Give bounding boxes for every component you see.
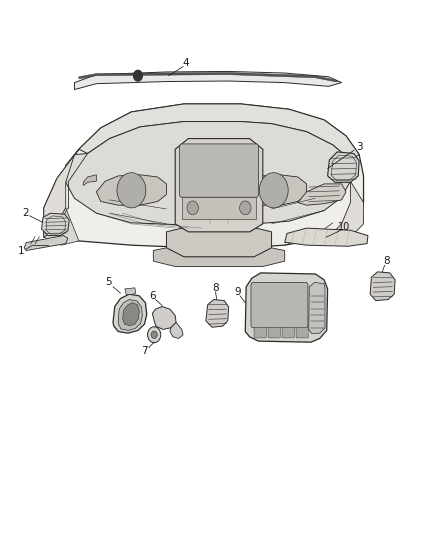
- Polygon shape: [83, 175, 96, 185]
- Circle shape: [259, 173, 288, 208]
- Text: 7: 7: [141, 346, 148, 356]
- Circle shape: [187, 201, 198, 215]
- Text: 8: 8: [383, 256, 390, 266]
- Polygon shape: [42, 213, 69, 236]
- Text: 5: 5: [105, 278, 112, 287]
- Polygon shape: [153, 248, 285, 266]
- Polygon shape: [298, 184, 346, 205]
- Circle shape: [148, 327, 161, 343]
- Polygon shape: [182, 197, 256, 219]
- Text: 8: 8: [212, 283, 219, 293]
- Text: 3: 3: [356, 142, 363, 151]
- Polygon shape: [118, 300, 142, 330]
- Polygon shape: [125, 288, 136, 295]
- Text: 9: 9: [234, 287, 241, 297]
- Polygon shape: [245, 273, 328, 342]
- Text: 2: 2: [22, 208, 29, 218]
- FancyBboxPatch shape: [296, 327, 308, 338]
- Polygon shape: [328, 152, 359, 182]
- Circle shape: [151, 331, 157, 338]
- Polygon shape: [79, 104, 359, 160]
- Polygon shape: [74, 71, 342, 90]
- FancyBboxPatch shape: [251, 282, 308, 328]
- Polygon shape: [370, 272, 395, 301]
- Circle shape: [240, 201, 251, 215]
- Polygon shape: [66, 122, 350, 225]
- Text: 6: 6: [149, 291, 156, 301]
- Polygon shape: [328, 181, 364, 237]
- FancyBboxPatch shape: [254, 327, 266, 338]
- FancyBboxPatch shape: [268, 327, 280, 338]
- Polygon shape: [44, 208, 79, 245]
- FancyBboxPatch shape: [180, 144, 258, 197]
- Polygon shape: [285, 228, 368, 246]
- Polygon shape: [166, 227, 272, 257]
- Polygon shape: [206, 300, 229, 327]
- Polygon shape: [113, 294, 147, 333]
- Circle shape: [117, 173, 146, 208]
- Polygon shape: [152, 306, 176, 329]
- Polygon shape: [96, 175, 166, 205]
- Polygon shape: [175, 139, 263, 232]
- Circle shape: [134, 70, 142, 81]
- Polygon shape: [44, 104, 364, 248]
- Text: 1: 1: [18, 246, 25, 255]
- Polygon shape: [123, 303, 139, 326]
- Polygon shape: [241, 175, 307, 205]
- Polygon shape: [24, 236, 68, 251]
- Polygon shape: [309, 282, 325, 334]
- FancyBboxPatch shape: [282, 327, 294, 338]
- Polygon shape: [44, 149, 79, 237]
- Text: 4: 4: [183, 58, 190, 68]
- Polygon shape: [79, 72, 337, 82]
- Polygon shape: [170, 322, 183, 338]
- Text: 10: 10: [338, 222, 350, 232]
